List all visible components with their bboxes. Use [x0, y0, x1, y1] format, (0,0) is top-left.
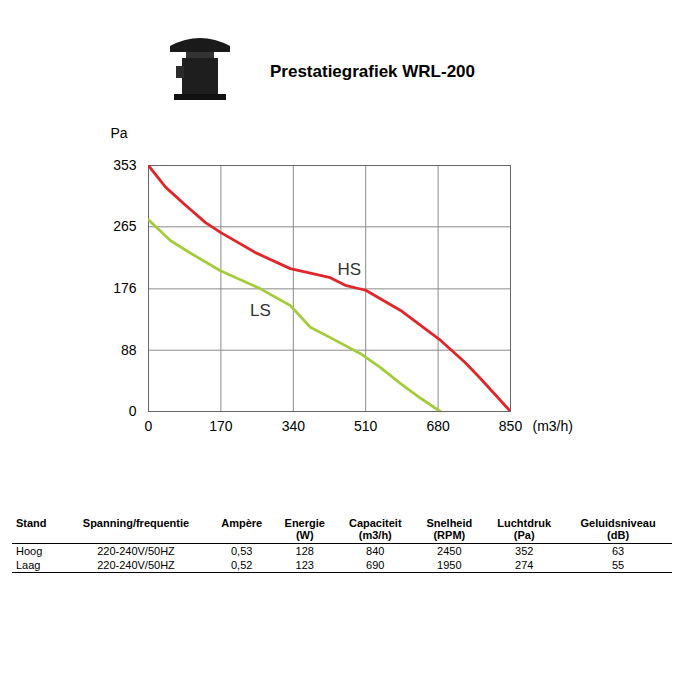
html-text:Energie: Energie: [284, 517, 325, 529]
html-text:(RPM): (RPM): [433, 529, 466, 541]
svg-text:88: 88: [121, 342, 137, 358]
svg-text:LS: LS: [250, 301, 271, 320]
svg-text:(m3/h): (m3/h): [533, 418, 573, 434]
svg-text:680: 680: [426, 418, 450, 434]
html-text:Stand: Stand: [16, 517, 47, 529]
html-text:(W): (W): [295, 529, 314, 541]
html-text:220-240V/50HZ: 220-240V/50HZ: [97, 545, 175, 557]
html-text:123: 123: [295, 559, 314, 571]
svg-text:Pa: Pa: [111, 125, 128, 141]
html-text:Luchtdruk: Luchtdruk: [497, 517, 552, 529]
html-text:(dB): (dB): [607, 529, 630, 541]
html-text:Hoog: Hoog: [16, 545, 43, 557]
html-text:352: 352: [515, 545, 534, 557]
html-text:0,52: 0,52: [231, 559, 253, 571]
svg-text:170: 170: [209, 418, 233, 434]
html-text:55: 55: [612, 559, 625, 571]
svg-text:353: 353: [113, 157, 137, 173]
svg-text:0: 0: [129, 403, 137, 419]
html-text:Geluidsniveau: Geluidsniveau: [580, 517, 656, 529]
svg-text:176: 176: [113, 280, 137, 296]
html-text:274: 274: [515, 559, 534, 571]
html-text:(Pa): (Pa): [513, 529, 535, 541]
html-text:Snelheid: Snelheid: [426, 517, 473, 529]
html-text:128: 128: [295, 545, 314, 557]
html-text:1950: 1950: [437, 559, 462, 571]
svg-text:265: 265: [113, 218, 137, 234]
html-text:0,53: 0,53: [231, 545, 253, 557]
html-text:690: 690: [366, 559, 385, 571]
html-text:Ampère: Ampère: [221, 517, 263, 529]
svg-text:850: 850: [499, 418, 523, 434]
html-text:Laag: Laag: [16, 559, 41, 571]
html-text:Spanning/frequentie: Spanning/frequentie: [82, 517, 190, 529]
svg-text:340: 340: [282, 418, 306, 434]
html-text:220-240V/50HZ: 220-240V/50HZ: [97, 559, 175, 571]
html-text:63: 63: [612, 545, 625, 557]
html-text:Capaciteit: Capaciteit: [349, 517, 402, 529]
html-text:Prestatiegrafiek WRL-200: Prestatiegrafiek WRL-200: [270, 62, 475, 81]
svg-text:510: 510: [354, 418, 378, 434]
svg-text:0: 0: [145, 418, 153, 434]
html-text:(m3/h): (m3/h): [358, 529, 392, 541]
svg-text:HS: HS: [337, 260, 361, 279]
html-text:840: 840: [366, 545, 385, 557]
html-text:2450: 2450: [437, 545, 462, 557]
